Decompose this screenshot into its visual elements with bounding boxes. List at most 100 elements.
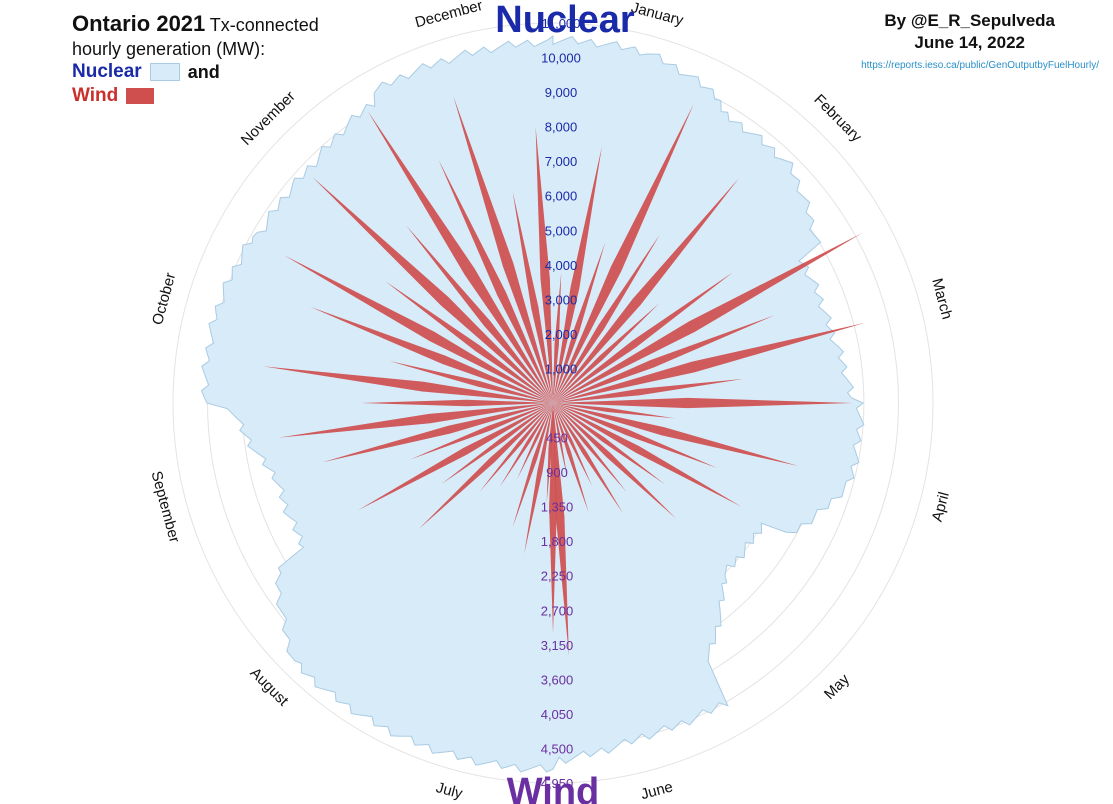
wind-spike: [553, 403, 742, 507]
wind-spike: [549, 403, 557, 634]
legend-wind-label: Wind: [72, 84, 119, 106]
legend-nuclear-swatch: [149, 62, 180, 81]
legend-wind-swatch: [126, 87, 155, 104]
grid-circle: [172, 22, 934, 784]
wind-spike: [479, 403, 553, 492]
wind-spike: [524, 403, 553, 554]
wind-spike: [499, 403, 553, 488]
nuclear-tick-label: 5,000: [545, 223, 578, 238]
wind-spike: [535, 127, 553, 403]
wind-spikes: [263, 96, 866, 656]
wind-spike: [553, 403, 627, 492]
month-label: February: [810, 91, 865, 146]
wind-spike: [553, 403, 799, 466]
nuclear-axis-label: Nuclear: [495, 0, 635, 41]
wind-spike: [283, 255, 553, 403]
wind-spike: [310, 306, 553, 403]
wind-spike: [357, 403, 553, 511]
source-url: https://reports.ieso.ca/public/GenOutput…: [861, 60, 1099, 71]
wind-spike: [553, 403, 568, 479]
wind-spike: [512, 191, 553, 403]
chart-title-rest: Tx-connected: [209, 15, 319, 35]
nuclear-tick-label: 7,000: [545, 154, 578, 169]
wind-tick-label: 1,800: [541, 534, 574, 549]
legend-wind-row: Wind: [72, 84, 319, 108]
chart-subtitle: hourly generation (MW):: [72, 38, 266, 59]
month-label: June: [639, 778, 675, 803]
wind-spike: [438, 159, 553, 403]
wind-tick-label: 4,050: [541, 707, 574, 722]
chart-title-block: Ontario 2021 Tx-connected hourly generat…: [72, 10, 319, 108]
nuclear-tick-label: 3,000: [545, 292, 578, 307]
wind-spike: [553, 403, 665, 485]
wind-spike: [553, 322, 866, 403]
wind-spike: [453, 96, 553, 404]
wind-tick-label: 3,150: [541, 638, 574, 653]
wind-spike: [389, 361, 553, 403]
wind-spike: [418, 403, 553, 530]
wind-spike: [553, 403, 677, 519]
nuclear-tick-label: 10,000: [541, 51, 581, 66]
legend-nuclear-label: Nuclear: [72, 61, 142, 82]
wind-spike: [553, 403, 718, 468]
wind-tick-label: 2,700: [541, 603, 574, 618]
wind-spike: [263, 366, 553, 403]
wind-tick-label: 2,250: [541, 569, 574, 584]
wind-axis-label: Wind: [507, 771, 600, 804]
scale-ticks: 1,000 2,000 3,000 4,000 5,000 6,000 7,000 8,000…: [541, 16, 581, 791]
nuclear-tick-label: 8,000: [545, 120, 578, 135]
month-label: May: [821, 671, 853, 703]
wind-spike: [385, 281, 553, 403]
month-label: January: [629, 0, 685, 29]
wind-spike: [410, 403, 553, 460]
wind-tick-label: 900: [546, 465, 568, 480]
wind-spike: [512, 403, 553, 528]
wind-spike: [441, 403, 553, 485]
wind-spike: [553, 315, 775, 403]
legend-nuclear-row: Nuclear and: [72, 60, 319, 84]
nuclear-tick-label: 6,000: [545, 189, 578, 204]
nuclear-tick-label: 4,000: [545, 258, 578, 273]
nuclear-tick-label: 9,000: [545, 85, 578, 100]
legend-and: and: [187, 61, 220, 82]
wind-tick-label: 450: [546, 431, 568, 446]
wind-spike: [367, 111, 553, 404]
wind-spike: [553, 272, 734, 403]
month-label: September: [148, 469, 183, 544]
nuclear-tick-label: 1,000: [545, 362, 578, 377]
nuclear-tick-label: 2,000: [545, 327, 578, 342]
wind-spike: [553, 403, 623, 514]
wind-spike: [322, 403, 553, 463]
nuclear-area: [200, 35, 865, 773]
wind-spike: [553, 378, 744, 403]
month-label: March: [928, 277, 955, 322]
date-label: June 14, 2022: [914, 33, 1025, 53]
month-label: April: [929, 490, 953, 523]
chart-title: Ontario 2021: [72, 11, 206, 36]
wind-spike: [553, 303, 660, 403]
byline: By @E_R_Sepulveda: [884, 11, 1055, 30]
nuclear-area-shape: [200, 35, 865, 773]
month-label: October: [149, 271, 179, 327]
wind-tick-label: 4,950: [541, 776, 574, 791]
wind-spike: [406, 225, 553, 403]
month-label: July: [434, 779, 465, 802]
month-label: December: [413, 0, 484, 31]
wind-spike: [553, 232, 863, 403]
wind-spike: [553, 178, 739, 403]
wind-spike: [553, 403, 675, 419]
wind-tick-label: 4,500: [541, 742, 574, 757]
wind-spike: [278, 403, 553, 438]
wind-spike: [553, 146, 602, 403]
wind-spike: [553, 397, 853, 409]
wind-spike: [553, 403, 589, 513]
wind-spike: [553, 234, 660, 403]
wind-spike: [553, 403, 593, 487]
month-label: August: [247, 664, 293, 710]
nuclear-tick-label: 11,000: [542, 16, 581, 31]
wind-spike: [546, 403, 553, 503]
wind-spike: [553, 272, 562, 403]
wind-tick-label: 1,350: [541, 500, 574, 515]
wind-tick-label: 3,600: [541, 672, 574, 687]
